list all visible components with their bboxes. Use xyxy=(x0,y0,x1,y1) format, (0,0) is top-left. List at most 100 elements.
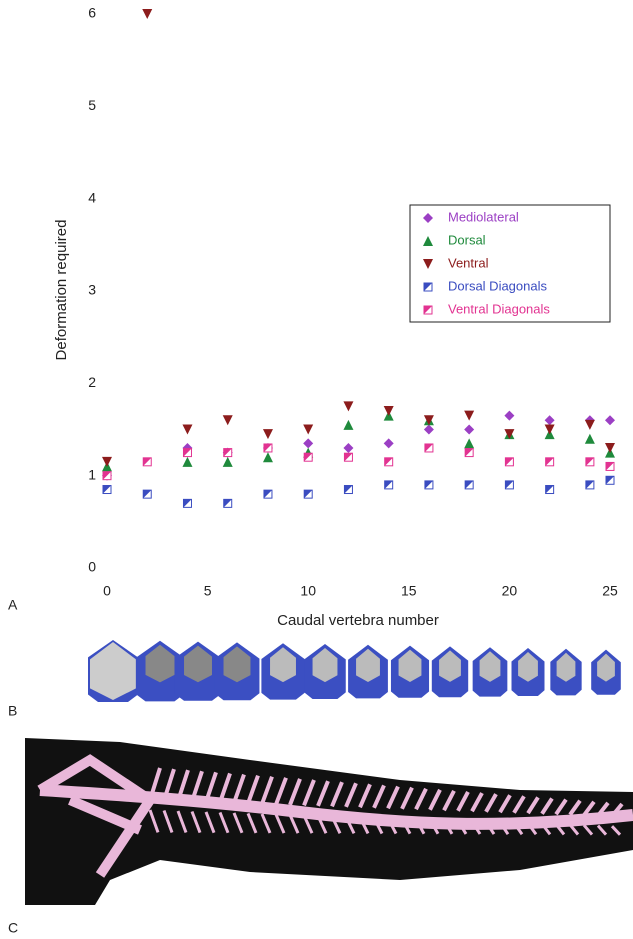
marker xyxy=(423,213,433,223)
neural-spine xyxy=(484,793,498,813)
neural-spine xyxy=(512,795,526,814)
point xyxy=(423,213,433,223)
haemal-spine xyxy=(358,816,370,835)
section-inner xyxy=(439,650,461,682)
marker xyxy=(423,415,434,426)
section-inner xyxy=(312,648,338,683)
marker xyxy=(464,424,475,435)
haemal-spine xyxy=(428,819,440,835)
neural-spine xyxy=(330,781,344,808)
neural-spine xyxy=(148,767,162,801)
marker xyxy=(544,415,555,426)
marker xyxy=(182,424,193,435)
point xyxy=(504,429,515,440)
marker xyxy=(182,456,193,467)
point xyxy=(263,443,273,453)
marker xyxy=(344,453,353,462)
point xyxy=(263,489,273,499)
y-tick-label: 1 xyxy=(88,466,96,482)
neural-spine xyxy=(316,780,330,807)
panel-label: C xyxy=(8,920,18,936)
point xyxy=(544,415,555,426)
marker xyxy=(142,9,153,19)
x-tick-label: 0 xyxy=(103,583,111,599)
point xyxy=(584,433,595,444)
point xyxy=(142,9,153,19)
neural-spine xyxy=(428,788,442,811)
neural-spine xyxy=(274,777,288,806)
haemal-spine xyxy=(344,816,356,835)
marker xyxy=(605,415,615,426)
marker xyxy=(424,283,432,291)
haemal-spine xyxy=(372,817,384,835)
marker xyxy=(103,471,111,480)
y-tick-label: 5 xyxy=(88,97,96,113)
neural-spine xyxy=(344,782,358,808)
haemal-spine xyxy=(470,820,482,835)
point xyxy=(605,442,615,453)
marker xyxy=(545,485,554,494)
point xyxy=(343,419,354,430)
marker xyxy=(585,480,594,489)
haemal-spine xyxy=(554,823,566,836)
point xyxy=(222,456,233,467)
haemal-spine xyxy=(484,820,496,835)
marker xyxy=(384,480,393,489)
point xyxy=(423,305,433,315)
haemal-spine xyxy=(540,822,552,836)
y-tick-label: 3 xyxy=(88,282,96,298)
marker xyxy=(222,456,233,467)
neural-spine xyxy=(218,772,232,804)
point xyxy=(545,457,555,467)
neural-spine xyxy=(288,778,302,806)
neural-spine xyxy=(232,773,246,804)
marker xyxy=(383,438,394,449)
point xyxy=(585,457,595,467)
marker xyxy=(223,499,232,508)
point xyxy=(423,424,434,435)
marker xyxy=(262,452,273,463)
neural-spine xyxy=(372,784,386,809)
point xyxy=(384,457,394,467)
marker xyxy=(424,480,433,489)
haemal-spine xyxy=(218,811,230,834)
point xyxy=(584,419,595,430)
x-tick-label: 10 xyxy=(300,583,316,599)
neural-spine xyxy=(246,774,260,805)
panel-label: A xyxy=(8,597,18,613)
point xyxy=(464,448,474,458)
neural-spine xyxy=(540,797,554,815)
marker xyxy=(423,259,433,269)
marker xyxy=(424,306,432,314)
neural-spine xyxy=(162,768,176,802)
haemal-spine xyxy=(400,818,412,835)
y-tick-label: 4 xyxy=(88,189,96,205)
point xyxy=(605,461,615,471)
section-inner xyxy=(556,652,576,682)
point xyxy=(303,489,313,499)
haemal-spine xyxy=(246,812,258,834)
haemal-spine xyxy=(330,815,342,834)
point xyxy=(182,448,192,458)
point xyxy=(423,415,434,426)
marker xyxy=(143,490,152,499)
section-inner xyxy=(270,647,296,683)
point xyxy=(504,457,514,467)
marker xyxy=(343,401,354,412)
point xyxy=(464,410,475,421)
marker xyxy=(384,457,393,466)
haemal-spine xyxy=(274,813,286,834)
y-axis-title: Deformation required xyxy=(53,220,70,361)
marker xyxy=(606,462,614,471)
legend-box xyxy=(409,204,611,323)
marker xyxy=(423,236,433,246)
neural-spine xyxy=(456,791,470,812)
section-inner xyxy=(398,649,422,682)
ct-image xyxy=(25,738,633,905)
marker xyxy=(424,443,433,452)
point xyxy=(262,429,273,440)
marker xyxy=(606,476,614,485)
neural-spine xyxy=(204,771,218,803)
haemal-spine xyxy=(232,812,244,834)
